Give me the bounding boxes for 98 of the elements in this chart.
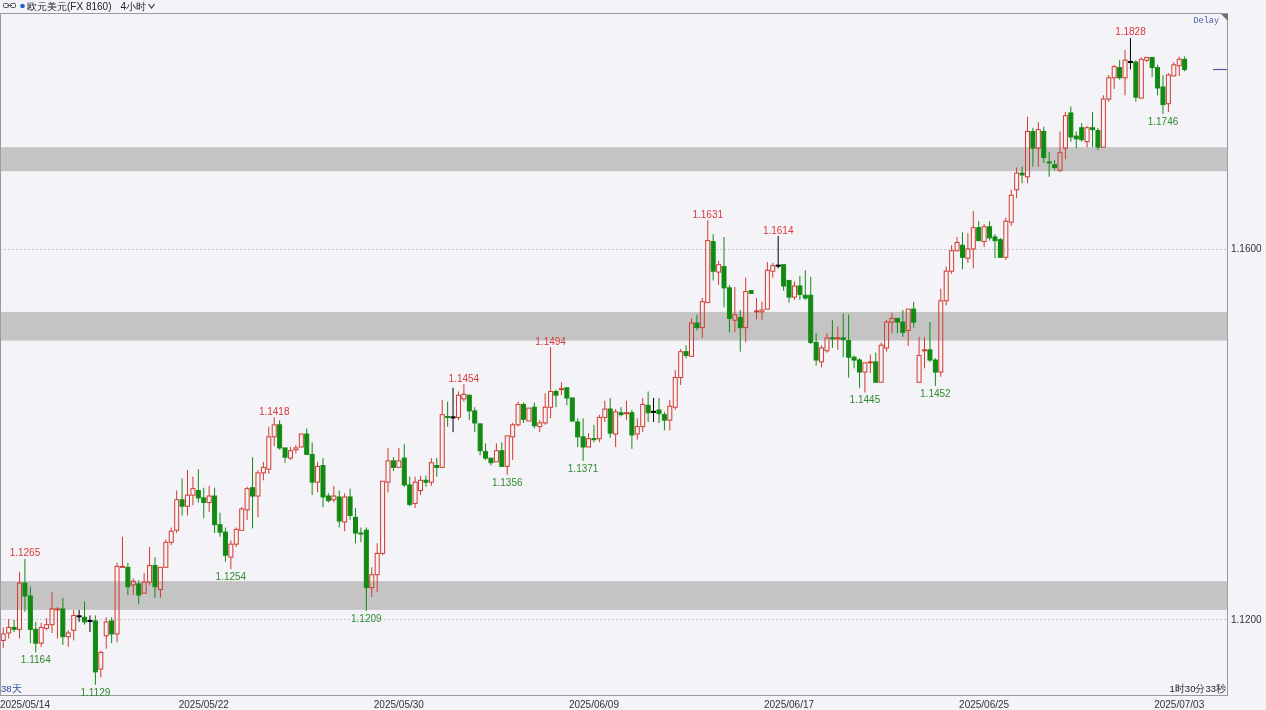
candlestick [916, 336, 922, 383]
candlestick [922, 336, 928, 369]
y-tick-label: 1.1200 [1231, 613, 1263, 625]
x-tick-label: 2025/05/22 [178, 698, 230, 710]
candlestick [1030, 127, 1036, 168]
candlestick [1046, 151, 1052, 178]
candlestick [732, 286, 738, 333]
text: Delay [1193, 16, 1219, 26]
annotation: 38天 [1, 683, 22, 694]
x-tick-label: 2025/05/30 [373, 698, 425, 710]
x-tick-label: 2025/05/14 [0, 698, 51, 710]
candlestick [1041, 126, 1047, 164]
candlestick [651, 397, 657, 423]
candlestick [439, 399, 445, 468]
chart-subtitle: 4小时 [120, 1, 147, 12]
candlestick [1084, 125, 1090, 148]
candlestick [11, 619, 17, 633]
candlestick [347, 488, 353, 521]
candlestick [591, 424, 597, 443]
candlestick [450, 387, 456, 433]
candlestick [558, 381, 564, 396]
candlestick [493, 442, 499, 463]
text: 1.1746 [1147, 115, 1179, 127]
text: 1.1452 [920, 387, 951, 399]
candlestick [331, 485, 337, 504]
candlestick [1127, 37, 1133, 70]
chart-title: 欧元美元(FX 8160) [27, 1, 112, 12]
x-tick-label: 2025/06/09 [568, 698, 620, 710]
text: 1.1494 [535, 335, 566, 347]
candlestick [526, 407, 532, 422]
text: 1.1371 [567, 462, 599, 474]
text: 1.1209 [351, 612, 382, 624]
candlestick [445, 401, 451, 428]
candlestick [1095, 127, 1101, 151]
candlestick [835, 326, 841, 351]
candlestick [1117, 59, 1123, 81]
text: 1.1418 [258, 405, 290, 417]
text: 1.1164 [20, 654, 51, 666]
candlestick [434, 457, 440, 478]
candlestick [629, 409, 635, 450]
candlestick [179, 477, 185, 516]
text: 1.1454 [448, 372, 480, 384]
candlestick [76, 609, 82, 623]
candlestick [174, 489, 180, 534]
candlestick [92, 614, 98, 686]
candlestick [976, 220, 982, 242]
text: 1.1614 [762, 224, 794, 236]
candlestick [1024, 116, 1030, 184]
candlestick [65, 629, 71, 648]
y-tick-label: 1.1600 [1231, 243, 1263, 255]
candlestick [683, 344, 689, 359]
candlestick [618, 406, 624, 417]
candlestick [125, 562, 131, 596]
candlestick [60, 597, 66, 646]
candlestick [1090, 111, 1096, 148]
text: 1.1254 [215, 571, 247, 583]
candlestick [840, 313, 846, 358]
text: 1.1828 [1115, 26, 1146, 38]
candlestick [775, 235, 781, 269]
candlestick [645, 390, 651, 423]
candlestick [1019, 166, 1025, 184]
candlestick [17, 571, 23, 640]
candlestick [82, 601, 88, 626]
candlestick [152, 556, 158, 599]
candlestick [423, 475, 429, 488]
candlestick [694, 314, 700, 331]
candlestick [206, 485, 212, 513]
candlestick [553, 389, 559, 408]
candlestick [1122, 49, 1128, 96]
candlestick [743, 277, 749, 343]
x-tick-label: 2025/06/25 [959, 698, 1010, 710]
candlestick [959, 231, 965, 270]
candlestick [656, 397, 662, 424]
candlestick [1133, 59, 1139, 103]
text: 1.1445 [849, 394, 881, 406]
candlestick [623, 400, 629, 421]
candlestick [797, 275, 803, 301]
candlestick [1035, 121, 1041, 168]
candlestick [250, 456, 256, 529]
annotation: 1时30分33秒 [1169, 683, 1226, 694]
candlestick [981, 223, 987, 248]
text: 1.1265 [9, 547, 41, 559]
x-tick-label: 2025/06/17 [764, 698, 815, 710]
candlestick [87, 614, 93, 633]
text: 1.1129 [80, 686, 111, 698]
candlestick [103, 616, 109, 650]
candlestick [499, 441, 505, 467]
text: 1.1356 [491, 476, 523, 488]
candlestick [748, 290, 754, 294]
candlestick [737, 309, 743, 353]
candlestick [396, 447, 402, 468]
candlestick [829, 319, 835, 349]
candlestick [1057, 130, 1063, 173]
candlestick [336, 489, 342, 529]
x-tick-label: 2025/07/03 [1154, 698, 1205, 710]
text: 1.1631 [692, 208, 724, 220]
candlestick [130, 577, 136, 596]
candlestick [905, 308, 911, 347]
